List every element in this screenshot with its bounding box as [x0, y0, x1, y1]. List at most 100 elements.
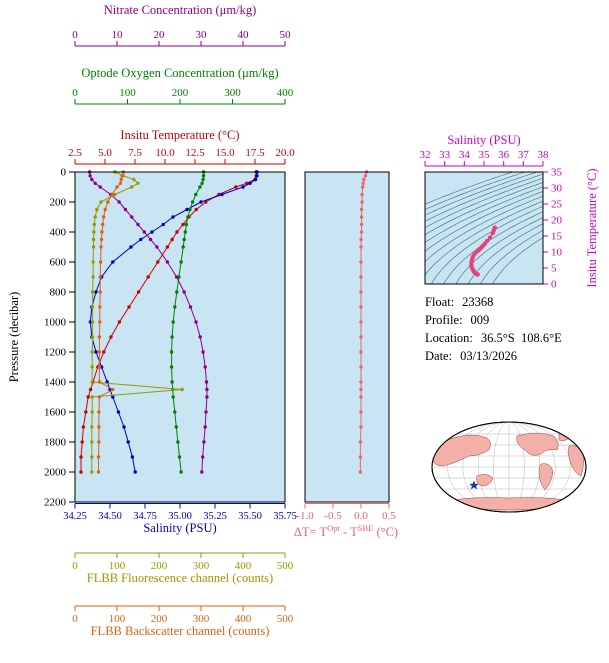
date-row: Date: 03/13/2026	[425, 349, 562, 364]
delta-t-series	[358, 170, 369, 474]
tick-label: 0	[61, 167, 67, 179]
map-landmass-antarctica	[442, 497, 576, 511]
tick-label: 0	[72, 29, 78, 41]
location-label: Location:	[425, 331, 473, 345]
tick-label: -0.5	[324, 510, 342, 522]
tick-label: 500	[277, 560, 294, 572]
map-continents	[432, 432, 584, 511]
tick-label: 0.5	[382, 510, 396, 522]
backscatter-axis-title: FLBB Backscatter channel (counts)	[90, 624, 270, 638]
tick-label: 12.5	[185, 147, 205, 159]
tick-label: 20.0	[275, 147, 295, 159]
ts-salinity-axis-title: Salinity (PSU)	[447, 133, 521, 147]
float-info-block: Float: 23368 Profile: 009 Location: 36.5°S …	[425, 295, 562, 367]
tick-label: 35.50	[238, 511, 262, 522]
tick-label: 2200	[44, 497, 67, 509]
delta-t-axis-title: ΔT= TOpt - TSBE (°C)	[283, 521, 409, 539]
tick-label: 1200	[44, 347, 67, 359]
tick-label: 40	[238, 29, 250, 41]
tick-label: 200	[172, 87, 189, 99]
tick-label: 1600	[44, 407, 67, 419]
tick-label: 100	[119, 87, 136, 99]
tick-label: 34.50	[98, 511, 122, 522]
tick-label: 32	[420, 149, 431, 161]
profile-row: Profile: 009	[425, 313, 562, 328]
map-landmass-australia	[476, 474, 494, 487]
main-plot-area	[75, 172, 285, 502]
tick-label: 30	[551, 183, 563, 195]
oxygen-axis: 0 100 200 300 400	[72, 87, 294, 105]
temperature-axis-title: Insitu Temperature (°C)	[120, 128, 240, 142]
tick-label: 0	[551, 279, 557, 291]
salinity-axis-title: Salinity (PSU)	[143, 521, 217, 535]
delta-t-plot-frame	[304, 171, 390, 503]
tick-label: 35	[479, 149, 491, 161]
fluorescence-axis: 0 100 200 300 400 500	[72, 552, 294, 572]
location-value: 36.5°S 108.6°E	[480, 331, 562, 345]
tick-label: 35.75	[273, 511, 297, 522]
tick-label: 0	[72, 87, 78, 99]
backscatter-series	[96, 170, 126, 474]
tick-label: 600	[50, 257, 67, 269]
tick-label: 10	[551, 247, 563, 259]
temperature-axis: 2.5 5.0 7.5 10.0 12.5 15.0 17.5 20.0	[68, 147, 295, 165]
tick-label: 1800	[44, 437, 67, 449]
pressure-axis: 0 200 400 600 800 1000 1200 1400 1600 1800 2000 220…	[44, 167, 75, 509]
tick-label: 1400	[44, 377, 67, 389]
oxygen-series	[169, 170, 206, 474]
tick-label: 20	[154, 29, 166, 41]
delta-t-title-sup2: SBE	[357, 523, 374, 533]
tick-label: 2.5	[68, 147, 82, 159]
ts-temperature-axis: 0 5 10 15 20 25 30 35	[543, 167, 563, 291]
tick-label: 30	[196, 29, 208, 41]
nitrate-axis-title: Nitrate Concentration (μm/kg)	[103, 3, 257, 17]
tick-label: 300	[193, 613, 210, 625]
tick-label: 20	[551, 215, 563, 227]
tick-label: 800	[50, 287, 67, 299]
tick-label: 35	[551, 167, 563, 179]
profile-label: Profile:	[425, 313, 463, 327]
delta-t-title-post: (°C)	[373, 525, 399, 540]
tick-label: 5.0	[98, 147, 112, 159]
map-landmass-north-america	[516, 432, 559, 456]
tick-label: -1.0	[296, 510, 314, 522]
fluorescence-series	[90, 170, 184, 474]
tick-label: 200	[151, 613, 168, 625]
delta_t-axis: -1.0 -0.5 0.0 0.5	[296, 503, 396, 522]
world-map	[431, 421, 587, 513]
tick-label: 34	[459, 149, 471, 161]
tick-label: 7.5	[128, 147, 142, 159]
ts-curve-series	[469, 225, 497, 277]
float-label: Float:	[425, 295, 455, 309]
tick-label: 50	[280, 29, 292, 41]
tick-label: 35.00	[168, 511, 192, 522]
tick-label: 10	[112, 29, 124, 41]
tick-label: 33	[439, 149, 451, 161]
backscatter-axis: 0 100 200 300 400 500	[72, 605, 294, 625]
float-id-row: Float: 23368	[425, 295, 562, 310]
tick-label: 15.0	[215, 147, 235, 159]
tick-label: 35.25	[203, 511, 227, 522]
tick-label: 17.5	[245, 147, 265, 159]
profile-value: 009	[470, 313, 490, 327]
delta-t-title-mid: - T	[339, 525, 358, 540]
tick-label: 400	[235, 613, 252, 625]
date-label: Date:	[425, 349, 453, 363]
tick-label: 200	[151, 560, 168, 572]
tick-label: 0	[72, 613, 78, 625]
tick-label: 400	[235, 560, 252, 572]
main-plot-frame	[74, 171, 286, 503]
nitrate-axis: 0 10 20 30 40 50	[72, 29, 292, 47]
tick-label: 15	[551, 231, 563, 243]
tick-label: 200	[50, 197, 67, 209]
delta-t-title-sup1: Opt	[327, 523, 340, 533]
date-value: 03/13/2026	[460, 349, 518, 363]
tick-label: 400	[277, 87, 294, 99]
tick-label: 2000	[44, 467, 67, 479]
tick-label: 500	[277, 613, 294, 625]
tick-label: 100	[109, 613, 126, 625]
map-landmass-south-america	[538, 463, 554, 491]
oxygen-axis-title: Optode Oxygen Concentration (μm/kg)	[81, 66, 279, 80]
